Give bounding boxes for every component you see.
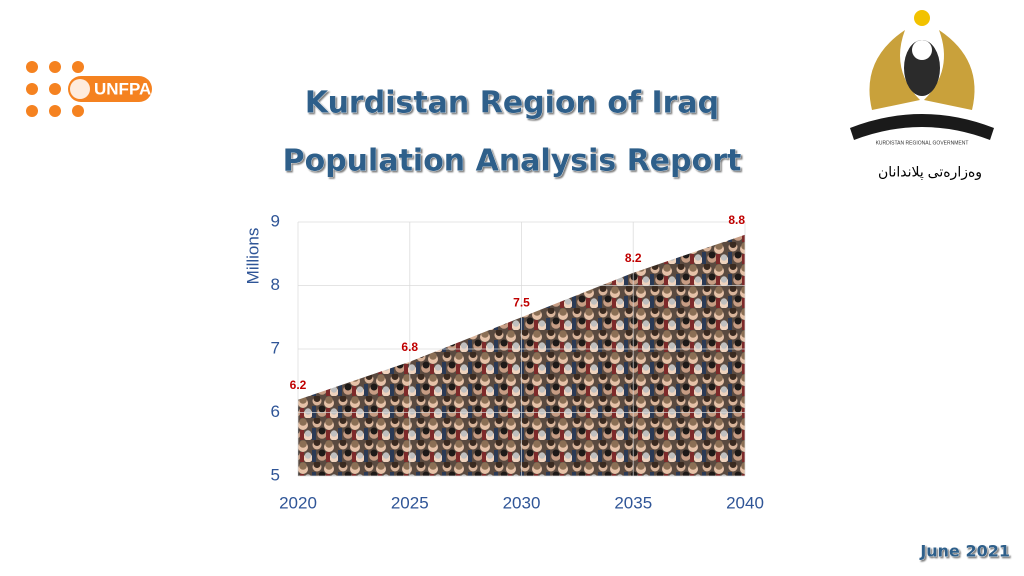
data-label: 7.5 [513,295,530,309]
unfpa-logo: UNFPA [26,61,152,117]
date: June 2021 [919,542,1010,561]
data-label: 8.2 [625,251,642,265]
x-tick-label: 2025 [391,493,429,512]
y-tick-label: 9 [271,211,280,230]
krg-emblem: KURDISTAN REGIONAL GOVERNMENT [850,10,994,146]
x-tick-label: 2020 [279,493,317,512]
y-tick-label: 8 [271,275,280,294]
x-tick-label: 2035 [614,493,652,512]
title-line: Population Analysis Report [283,144,742,179]
y-tick-label: 5 [271,465,280,484]
data-label: 6.8 [401,340,418,354]
logo-text: UNFPA [94,79,151,98]
ministry: وەزارەتی پلاندانان [878,164,982,181]
title-line: Kurdistan Region of Iraq [305,86,719,121]
x-tick-label: 2040 [726,493,764,512]
emblem-text: KURDISTAN REGIONAL GOVERNMENT [876,140,969,146]
y-tick-label: 6 [271,402,280,421]
data-label: 6.2 [290,378,307,392]
data-label: 8.8 [728,213,745,227]
y-axis-label: Millions [243,228,262,285]
y-tick-label: 7 [271,338,280,357]
x-tick-label: 2030 [503,493,541,512]
